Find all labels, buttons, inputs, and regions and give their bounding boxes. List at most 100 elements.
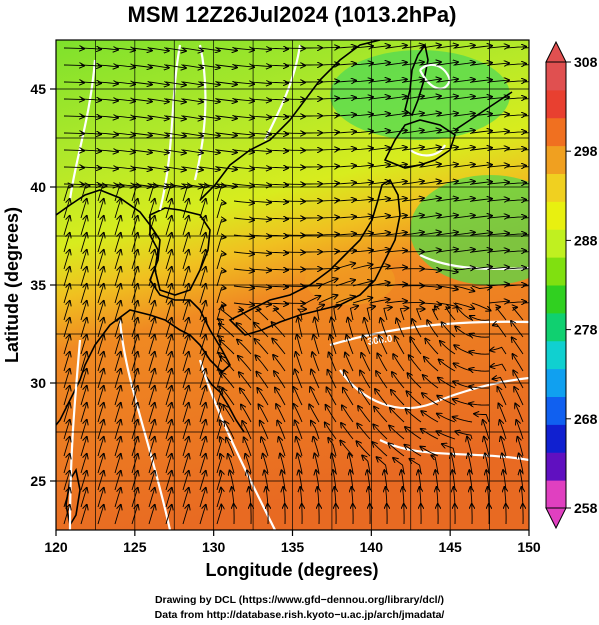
streamline-arrow bbox=[386, 267, 407, 269]
streamline-arrow bbox=[311, 370, 320, 389]
colorbar-band bbox=[546, 424, 566, 453]
streamline-arrow bbox=[454, 198, 475, 201]
streamline-arrow bbox=[219, 324, 235, 338]
streamline-arrow bbox=[114, 284, 121, 304]
streamline-arrow bbox=[182, 284, 189, 304]
streamline-arrow bbox=[342, 405, 354, 423]
streamline-arrow bbox=[522, 234, 529, 236]
streamline-arrow bbox=[437, 286, 458, 289]
streamline-arrow bbox=[148, 48, 169, 51]
russia-coast bbox=[199, 40, 381, 201]
streamline-arrow bbox=[471, 46, 492, 48]
streamline-arrow bbox=[335, 47, 356, 49]
streamline-arrow bbox=[97, 150, 118, 152]
streamline-arrow bbox=[182, 150, 203, 153]
streamline-arrow bbox=[454, 302, 474, 309]
streamline-arrow bbox=[97, 454, 104, 474]
streamline-arrow bbox=[165, 186, 175, 202]
streamline-arrow bbox=[366, 306, 375, 321]
streamline-arrow bbox=[80, 437, 87, 457]
korea-coast bbox=[149, 207, 211, 296]
streamline-arrow bbox=[165, 48, 186, 51]
streamline-arrow bbox=[148, 352, 155, 372]
streamline-arrow bbox=[80, 250, 87, 270]
streamline-arrow bbox=[216, 133, 237, 136]
streamline-arrow bbox=[165, 133, 186, 136]
streamline-arrow bbox=[114, 301, 121, 321]
streamline-arrow bbox=[318, 183, 339, 184]
streamline-arrow bbox=[318, 166, 339, 167]
streamline-arrow bbox=[199, 99, 220, 102]
streamline-arrow bbox=[309, 405, 320, 423]
streamline-arrow bbox=[216, 471, 222, 491]
streamline-arrow bbox=[165, 420, 172, 440]
streamline-arrow bbox=[454, 232, 475, 235]
streamline-arrow bbox=[97, 133, 118, 135]
streamline-arrow bbox=[369, 233, 390, 235]
streamline-arrow bbox=[352, 199, 373, 201]
streamline-arrow bbox=[374, 407, 388, 423]
streamline-arrow bbox=[267, 184, 288, 185]
streamline-arrow bbox=[343, 388, 354, 406]
streamline-arrow bbox=[373, 442, 388, 457]
streamline-arrow bbox=[250, 184, 271, 186]
streamline-arrow bbox=[182, 267, 189, 287]
streamline-arrow bbox=[294, 404, 303, 423]
streamline-arrow bbox=[182, 369, 189, 389]
streamline-arrow bbox=[80, 116, 101, 117]
streamline-arrow bbox=[250, 252, 271, 254]
colorbar-frame bbox=[545, 61, 567, 509]
streamline-arrow bbox=[216, 220, 226, 236]
streamline-arrow bbox=[199, 420, 206, 440]
streamline-arrow bbox=[505, 200, 526, 201]
streamline-arrow bbox=[522, 251, 529, 253]
x-tick-label: 140 bbox=[360, 539, 384, 555]
streamline-arrow bbox=[442, 322, 456, 338]
streamline-arrow bbox=[63, 48, 84, 49]
streamline-arrow bbox=[375, 389, 388, 406]
streamline-arrow bbox=[239, 372, 252, 389]
streamline-arrow bbox=[318, 295, 337, 304]
streamline-arrow bbox=[63, 116, 84, 117]
streamline-arrow bbox=[233, 201, 254, 203]
streamline-arrow bbox=[369, 165, 390, 167]
streamline-arrow bbox=[114, 250, 121, 270]
streamline-arrow bbox=[318, 115, 339, 116]
streamline-arrow bbox=[97, 48, 118, 50]
streamline-arrow bbox=[272, 322, 286, 338]
streamline-arrow bbox=[470, 316, 490, 320]
x-tick-label: 120 bbox=[44, 539, 68, 555]
streamline-arrow bbox=[63, 186, 73, 202]
streamline-arrow bbox=[390, 408, 405, 423]
streamline-arrow bbox=[216, 420, 222, 440]
streamline-arrow bbox=[415, 309, 425, 321]
streamline-arrow bbox=[148, 82, 169, 85]
streamline-arrow bbox=[496, 307, 507, 321]
streamline-arrow bbox=[233, 116, 254, 118]
streamline-arrow bbox=[182, 48, 203, 51]
streamline-arrow bbox=[114, 352, 121, 372]
streamline-arrow bbox=[389, 443, 405, 457]
streamline-arrow bbox=[522, 183, 529, 185]
streamline-arrow bbox=[256, 372, 269, 389]
streamline-arrow bbox=[114, 437, 121, 457]
streamline-arrow bbox=[182, 386, 189, 406]
streamline-arrow bbox=[267, 167, 288, 168]
streamline-arrow bbox=[237, 309, 252, 321]
streamline-arrow bbox=[505, 81, 526, 82]
colorbar-band bbox=[546, 480, 566, 509]
y-tick-label: 40 bbox=[30, 179, 46, 195]
streamline-arrow bbox=[63, 352, 70, 372]
streamline-arrow bbox=[267, 303, 288, 304]
streamline-arrow bbox=[63, 216, 70, 236]
streamline-arrow bbox=[420, 286, 441, 288]
streamline-arrow bbox=[295, 420, 303, 440]
streamline-arrow bbox=[131, 99, 152, 102]
streamline-arrow bbox=[182, 199, 189, 219]
streamline-arrow bbox=[250, 150, 271, 152]
plot-area: 300.0 bbox=[56, 40, 529, 530]
streamline-arrow bbox=[349, 306, 359, 321]
streamline-arrow bbox=[199, 352, 206, 372]
streamline-arrow bbox=[148, 167, 169, 170]
streamline-arrow bbox=[358, 406, 371, 423]
